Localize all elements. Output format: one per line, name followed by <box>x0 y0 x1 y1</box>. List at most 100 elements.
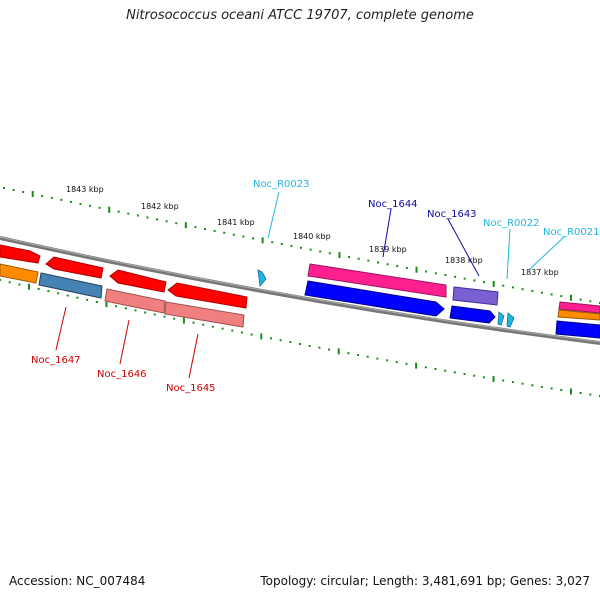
outer-scale-dot <box>290 244 293 247</box>
inner-scale-dot <box>221 327 224 330</box>
inner-scale-dot <box>289 341 292 344</box>
gene-red-upper-3[interactable] <box>109 269 167 293</box>
inner-scale-major-tick <box>415 362 418 369</box>
outer-scale-major-tick <box>31 191 34 197</box>
inner-scale-dot <box>376 357 379 360</box>
inner-scale-dot <box>115 305 118 308</box>
outer-scale-dot <box>579 298 582 301</box>
outer-scale-dot <box>357 257 360 260</box>
gene-pink-Noc_1644[interactable] <box>307 263 447 298</box>
inner-scale-dot <box>192 321 195 324</box>
inner-scale-dot <box>511 381 514 384</box>
topology-text: Topology: circular; Length: 3,481,691 bp… <box>260 574 590 588</box>
label-Noc_R0023[interactable]: Noc_R0023 <box>253 179 310 190</box>
outer-scale-dot <box>98 206 101 209</box>
gene-rna-R0021[interactable] <box>506 312 515 328</box>
outer-scale-dot <box>213 229 216 232</box>
label-Noc_1645[interactable]: Noc_1645 <box>166 383 216 394</box>
outer-scale-dot <box>560 295 563 298</box>
outer-scale-dot <box>444 274 447 276</box>
inner-scale-dot <box>202 323 205 326</box>
outer-scale-dot <box>377 261 379 264</box>
outer-scale-dot <box>473 279 476 282</box>
inner-scale-dot <box>144 311 147 314</box>
inner-scale-dot <box>57 292 60 295</box>
inner-scale-dot <box>502 379 505 382</box>
outer-scale-track <box>3 187 600 304</box>
gene-salmon-Noc_1645[interactable] <box>164 301 245 328</box>
outer-scale-dot <box>12 189 15 191</box>
callout-line-1644 <box>382 208 392 258</box>
gene-blue-Noc_1643[interactable] <box>449 305 496 324</box>
inner-scale-dot <box>240 331 243 334</box>
inner-scale-dot <box>47 290 50 293</box>
inner-scale-dot <box>328 348 330 351</box>
label-Noc_1644[interactable]: Noc_1644 <box>368 199 418 210</box>
outer-scale-dot <box>348 256 351 258</box>
tick-label-1840: 1840 kbp <box>293 232 331 241</box>
outer-scale-major-tick <box>570 294 572 301</box>
inner-scale-dot <box>318 346 321 349</box>
map-title: Nitrosococcus oceani ATCC 19707, complet… <box>126 8 474 23</box>
outer-scale-dot <box>194 226 197 229</box>
outer-scale-dot <box>127 212 130 215</box>
inner-scale-major-tick <box>182 317 185 324</box>
outer-scale-dot <box>434 272 437 275</box>
inner-scale-dot <box>434 368 437 370</box>
gene-blue-right[interactable] <box>555 320 600 339</box>
inner-scale-dot <box>347 352 350 355</box>
outer-scale-dot <box>50 196 53 199</box>
gene-rna-R0023[interactable] <box>257 269 267 287</box>
gene-orange-left[interactable] <box>0 263 39 284</box>
outer-scale-dot <box>223 231 226 234</box>
outer-scale-dot <box>454 275 457 278</box>
label-Noc_1647[interactable]: Noc_1647 <box>31 355 81 366</box>
outer-scale-dot <box>405 266 408 269</box>
outer-scale-dot <box>146 216 149 219</box>
inner-scale-dot <box>299 343 301 345</box>
genome-backbone-highlight <box>0 236 600 343</box>
gene-orange-right[interactable] <box>557 309 600 321</box>
inner-scale-track <box>0 279 600 397</box>
inner-scale-dot <box>579 392 582 394</box>
label-Noc_1646[interactable]: Noc_1646 <box>97 369 147 380</box>
inner-scale-dot <box>250 333 253 336</box>
gene-salmon-Noc_1646[interactable] <box>104 288 166 314</box>
genome-backbone <box>0 236 600 345</box>
inner-scale-dot <box>163 315 166 318</box>
outer-scale-dot <box>232 233 235 236</box>
inner-scale-dot <box>521 382 524 385</box>
outer-scale-dot <box>463 277 466 280</box>
outer-scale-major-tick <box>184 222 187 229</box>
gene-red-upper-2[interactable] <box>45 256 104 279</box>
inner-scale-dot <box>482 376 485 379</box>
gene-red-upper-1[interactable] <box>0 244 41 264</box>
gene-rna-R0022[interactable] <box>497 311 505 326</box>
callout-line-1643 <box>447 218 480 277</box>
gene-blue-Noc_1644[interactable] <box>304 280 445 317</box>
inner-scale-dot <box>386 359 389 362</box>
inner-scale-major-tick <box>570 388 572 395</box>
outer-scale-dot <box>165 220 168 223</box>
label-Noc_R0021[interactable]: Noc_R0021 <box>543 227 600 238</box>
label-Noc_R0022[interactable]: Noc_R0022 <box>483 218 540 229</box>
gene-pink-right[interactable] <box>558 301 600 314</box>
inner-scale-dot <box>270 337 272 340</box>
inner-scale-dot <box>37 287 40 290</box>
inner-scale-dot <box>453 371 456 374</box>
callout-line-1646 <box>119 319 130 365</box>
gene-purple-Noc_1643[interactable] <box>452 286 499 306</box>
gene-red-upper-4[interactable] <box>167 282 248 309</box>
inner-scale-dot <box>134 309 137 312</box>
inner-scale-dot <box>550 387 553 390</box>
inner-scale-dot <box>366 355 369 358</box>
tick-label-1841: 1841 kbp <box>217 218 255 227</box>
label-Noc_1643[interactable]: Noc_1643 <box>427 209 477 220</box>
inner-scale-dot <box>124 307 127 310</box>
gene-steel-Noc_1647[interactable] <box>38 272 103 299</box>
tick-label-1842: 1842 kbp <box>141 202 179 211</box>
outer-scale-dot <box>425 270 428 273</box>
inner-scale-dot <box>589 393 592 396</box>
outer-scale-dot <box>502 284 505 287</box>
